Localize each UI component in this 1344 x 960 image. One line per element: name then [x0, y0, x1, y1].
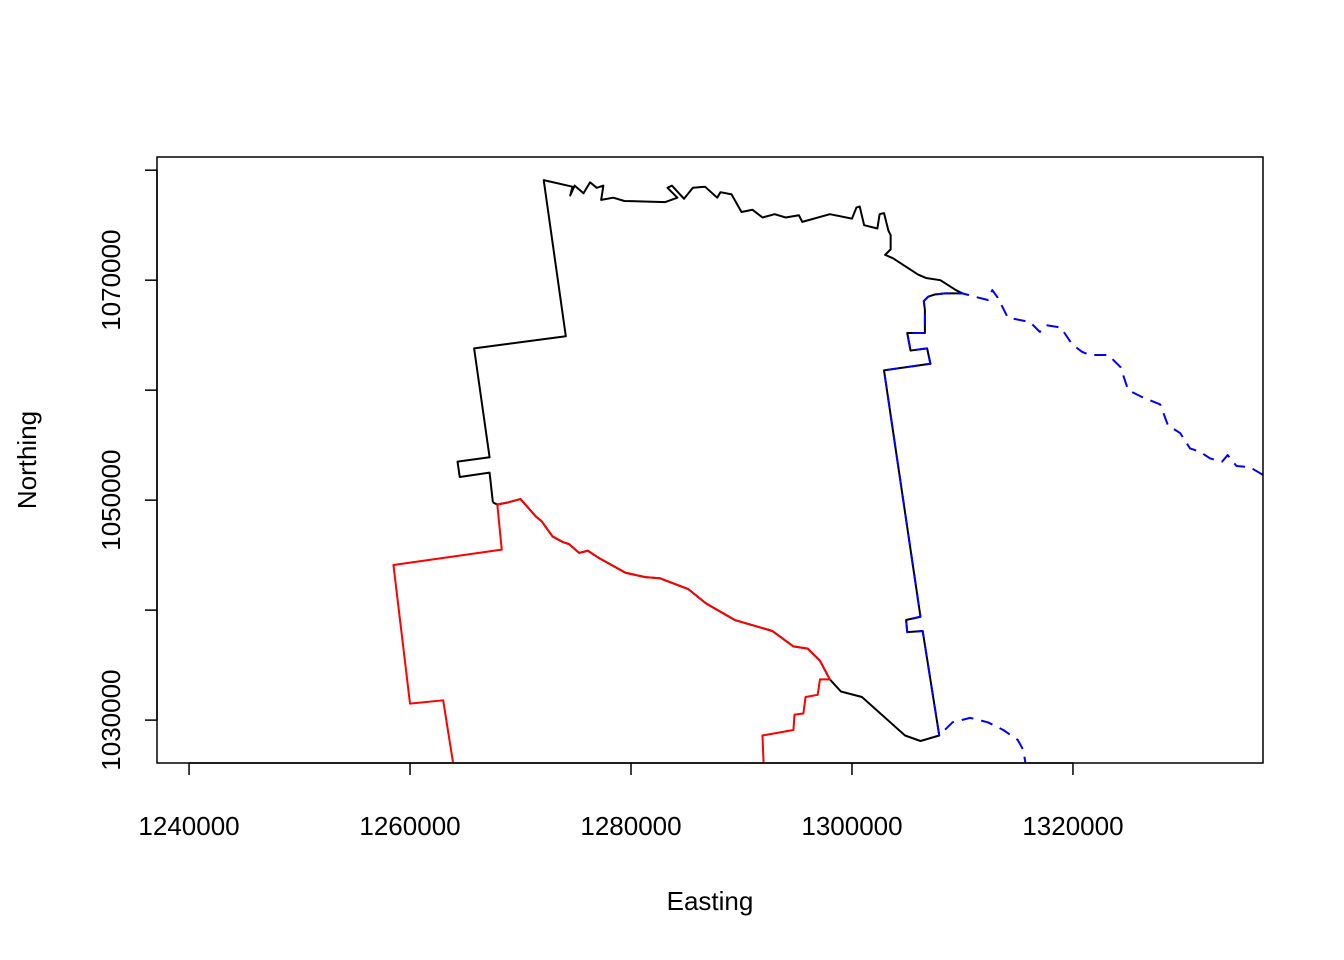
boundary-line	[456, 179, 964, 743]
boundary-line	[392, 498, 831, 763]
plot-frame	[156, 156, 1264, 764]
boundary-line	[883, 289, 1263, 763]
x-tick-label: 1320000	[1022, 811, 1123, 841]
x-axis-label: Easting	[667, 886, 754, 916]
x-tick-label: 1300000	[801, 811, 902, 841]
y-axis-label: Northing	[12, 411, 42, 509]
y-tick-label: 1050000	[96, 450, 126, 551]
y-tick-label: 1030000	[96, 669, 126, 770]
x-tick-label: 1280000	[580, 811, 681, 841]
y-tick-label: 1070000	[96, 230, 126, 331]
boundaries	[392, 179, 1263, 763]
x-tick-label: 1260000	[359, 811, 460, 841]
x-tick-label: 1240000	[138, 811, 239, 841]
